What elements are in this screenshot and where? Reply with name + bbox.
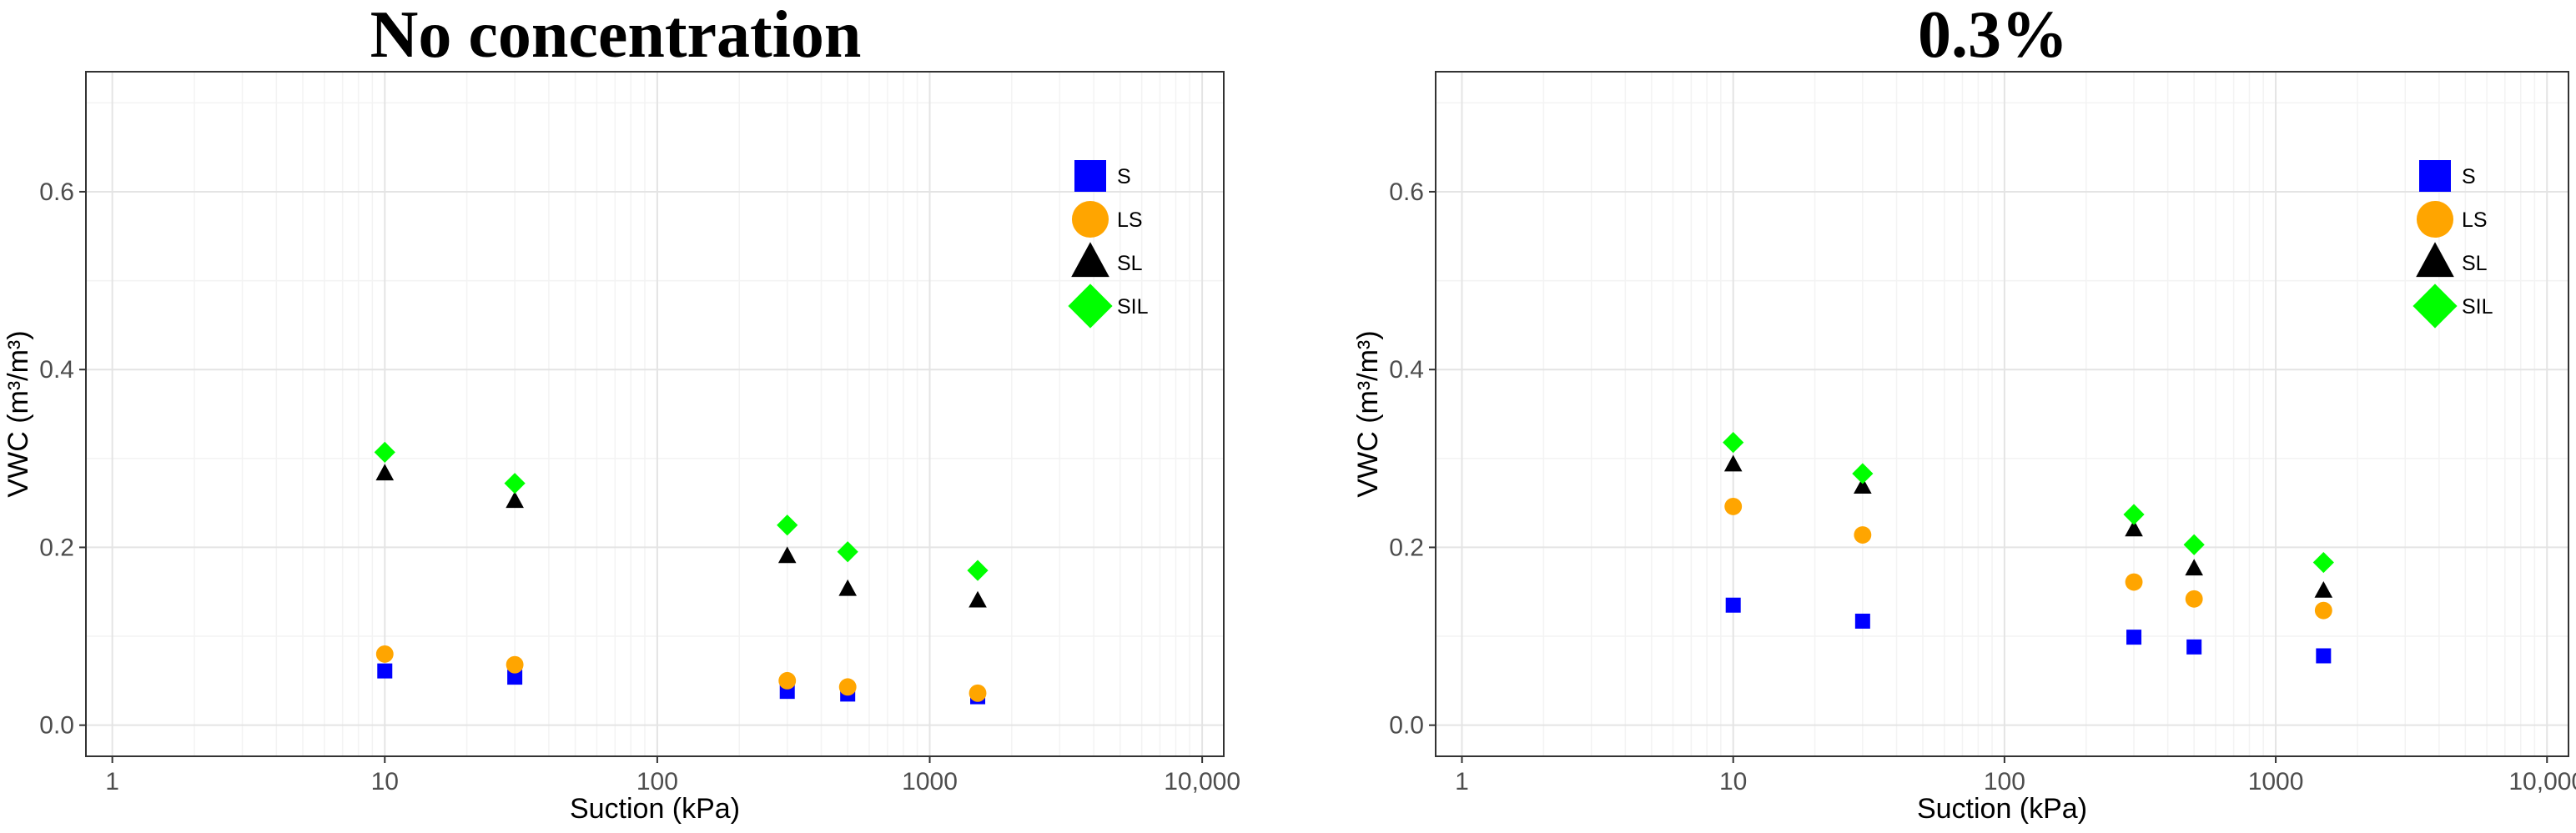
y-tick-label: 0.2 <box>1389 534 1424 561</box>
y-axis-label: VWC (m³/m³) <box>1352 330 1384 497</box>
legend-key-s <box>2419 160 2451 192</box>
data-point-sl <box>969 590 987 608</box>
x-tick-label: 1000 <box>902 768 958 795</box>
x-tick-label: 1 <box>1455 768 1469 795</box>
data-point-sl <box>777 546 797 564</box>
y-tick-label: 0.6 <box>39 178 74 206</box>
plot-border <box>85 71 1225 757</box>
data-point-ls <box>778 671 797 690</box>
data-point-ls <box>969 684 987 702</box>
y-tick-label: 0.4 <box>39 356 74 384</box>
chart-title: 0.3% <box>1918 0 2068 72</box>
legend-key-ls <box>2416 200 2454 238</box>
x-tick-label: 100 <box>636 768 678 795</box>
data-point-ls <box>838 678 857 696</box>
grid-lines <box>86 72 1224 756</box>
data-point-ls <box>2185 590 2203 608</box>
plot-background <box>1436 72 2568 756</box>
data-point-sl <box>506 491 524 509</box>
y-tick-label: 0.4 <box>1389 356 1424 384</box>
legend-key-sl <box>2416 242 2454 278</box>
data-point-s <box>2126 630 2142 645</box>
data-point-s <box>507 670 523 685</box>
legend-label-sl: SL <box>2462 252 2488 275</box>
y-tick-label: 0.0 <box>1389 712 1424 740</box>
chart-panel-0-3-percent: 1 10 100 1000 10,000 0.0 0.2 0.4 0.6 Suction (kPa… <box>1288 0 2576 833</box>
legend-label-ls: LS <box>2462 208 2488 232</box>
y-axis-label: VWC (m³/m³) <box>3 330 34 497</box>
legend: S LS SL SIL <box>2412 160 2493 329</box>
data-point-sl <box>2185 559 2203 576</box>
data-point-sil <box>374 441 395 463</box>
x-tick-label: 1000 <box>2248 768 2304 795</box>
scatter-plot-0-3-percent: 1 10 100 1000 10,000 0.0 0.2 0.4 0.6 Suction (kPa… <box>1352 71 2576 825</box>
data-point-ls <box>1724 497 1743 515</box>
legend-key-ls <box>1071 200 1109 238</box>
data-point-s <box>1725 597 1741 613</box>
legend-label-s: S <box>2462 165 2476 188</box>
x-tick-label: 1 <box>105 768 119 795</box>
data-point-sl <box>2125 519 2143 537</box>
data-point-ls <box>2125 573 2143 591</box>
chart-title: No concentration <box>370 0 862 72</box>
legend-label-ls: LS <box>1117 208 1143 232</box>
legend-label-sil: SIL <box>1117 295 1149 319</box>
data-points <box>374 441 989 705</box>
x-tick-label: 10 <box>371 768 399 795</box>
x-tick-label: 100 <box>1984 768 2025 795</box>
data-point-sl <box>2314 580 2333 598</box>
data-point-ls <box>375 645 394 663</box>
y-tick-label: 0.6 <box>1389 178 1424 206</box>
data-point-sl <box>375 464 395 481</box>
data-point-s <box>377 663 393 679</box>
y-tick-label: 0.2 <box>39 534 74 561</box>
data-point-sil <box>1852 463 1874 484</box>
data-point-sil <box>1723 432 1744 454</box>
data-point-ls <box>2314 601 2332 620</box>
data-point-s <box>2186 639 2202 655</box>
data-point-ls <box>1854 526 1872 544</box>
legend-label-sl: SL <box>1117 252 1143 275</box>
data-points <box>1723 432 2334 664</box>
data-point-sil <box>777 514 798 536</box>
data-point-sil <box>2312 551 2334 574</box>
y-tick-label: 0.0 <box>39 712 74 740</box>
data-point-s <box>2316 648 2332 664</box>
data-point-sl <box>1854 477 1872 494</box>
x-axis-label: Suction (kPa) <box>570 793 740 825</box>
data-point-sil <box>2123 504 2145 525</box>
data-point-sil <box>504 473 526 494</box>
legend-label-sil: SIL <box>2462 295 2493 319</box>
data-point-ls <box>506 655 524 674</box>
chart-panel-no-concentration: 1 10 100 1000 10,000 0.0 0.2 0.4 0.6 Suction (kPa… <box>3 0 1240 825</box>
x-tick-label: 10,000 <box>1164 768 1240 795</box>
data-point-sil <box>967 560 989 581</box>
data-point-s <box>1854 613 1870 629</box>
legend-key-s <box>1074 160 1106 192</box>
x-tick-label: 10 <box>1719 768 1747 795</box>
scatter-plot-no-concentration: 1 10 100 1000 10,000 0.0 0.2 0.4 0.6 Suction (kPa… <box>3 71 1240 825</box>
data-point-sl <box>838 579 857 596</box>
legend-key-sil <box>2412 284 2458 329</box>
legend-key-sl <box>1071 242 1109 278</box>
plot-border <box>1435 71 2569 757</box>
x-tick-label: 10,000 <box>2508 768 2576 795</box>
plot-background <box>86 72 1224 756</box>
data-point-sil <box>837 541 858 563</box>
data-point-sil <box>2183 534 2205 555</box>
legend: S LS SL SIL <box>1068 160 1149 329</box>
data-point-sl <box>1723 454 1743 472</box>
x-axis-label: Suction (kPa) <box>1917 793 2087 825</box>
legend-label-s: S <box>1117 165 1131 188</box>
legend-key-sil <box>1068 284 1113 329</box>
